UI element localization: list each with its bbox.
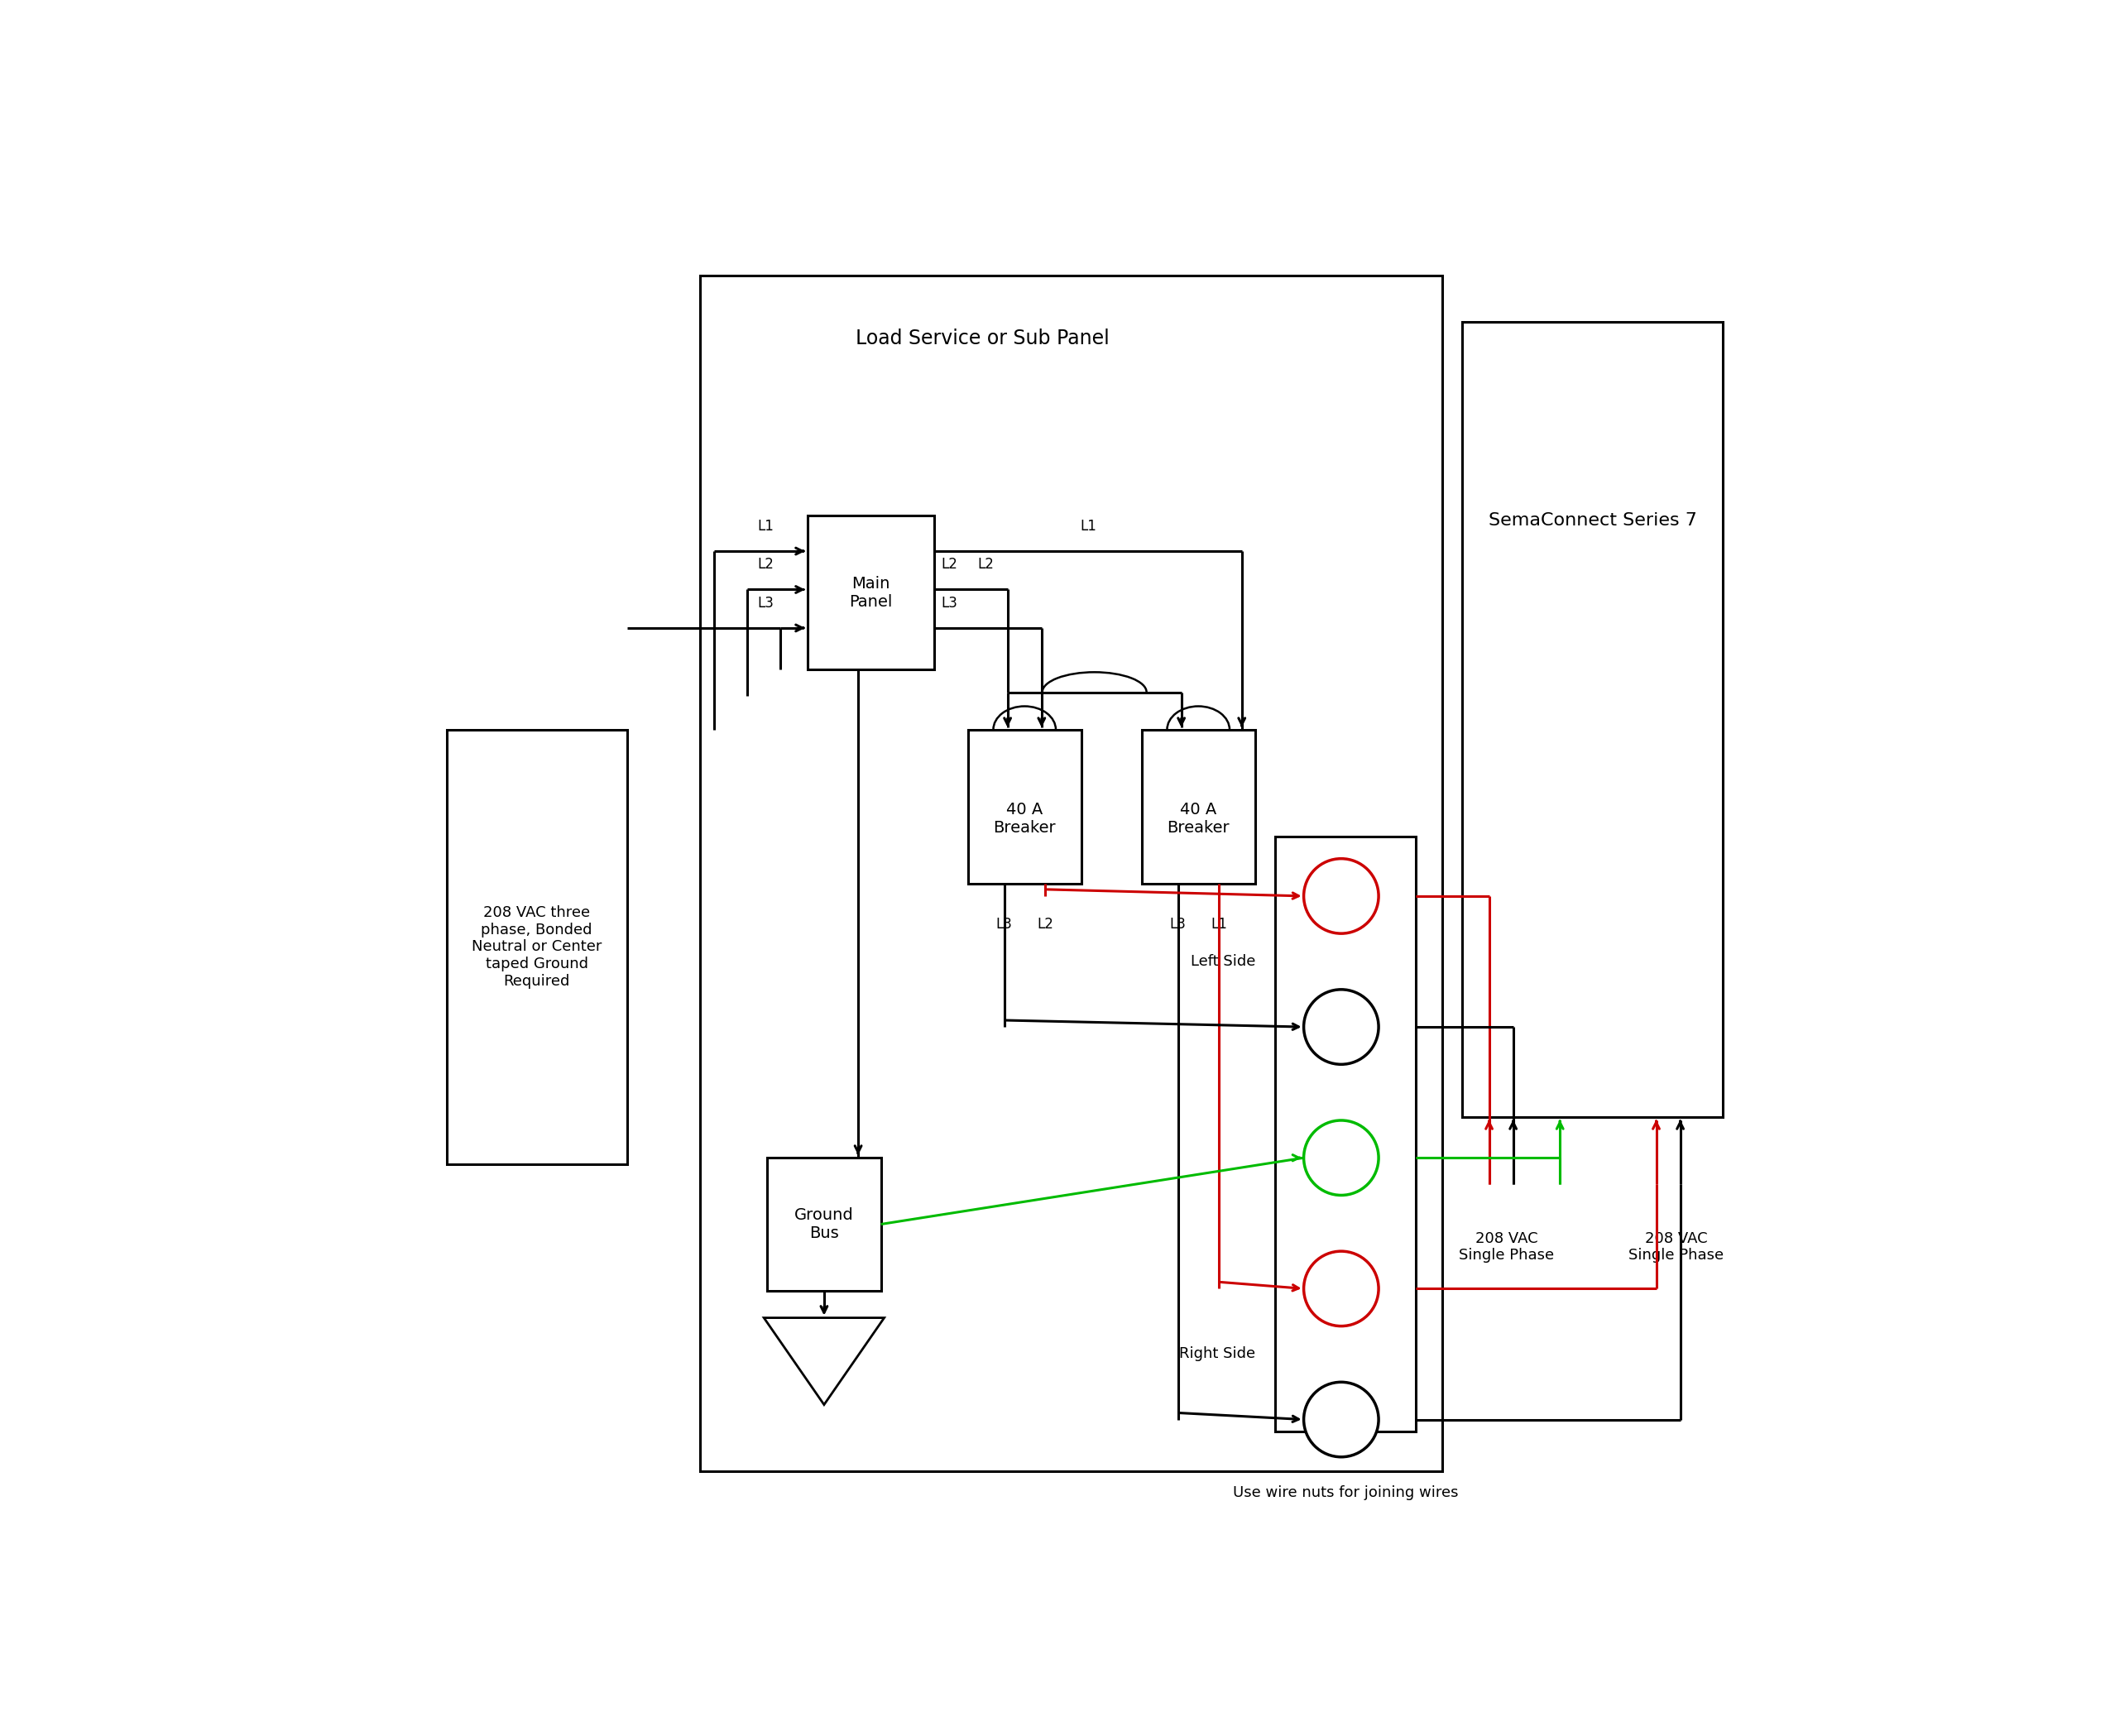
Text: Load Service or Sub Panel: Load Service or Sub Panel (855, 328, 1110, 349)
Text: Right Side: Right Side (1179, 1347, 1255, 1361)
Text: L1: L1 (757, 519, 774, 533)
Bar (1462, 321, 1724, 1118)
Text: L1: L1 (1080, 519, 1097, 533)
Text: 208 VAC
Single Phase: 208 VAC Single Phase (1458, 1231, 1555, 1264)
Circle shape (1304, 990, 1378, 1064)
Bar (1274, 837, 1416, 1432)
Circle shape (1304, 1252, 1378, 1326)
Circle shape (1304, 1382, 1378, 1457)
Text: 208 VAC three
phase, Bonded
Neutral or Center
taped Ground
Required: 208 VAC three phase, Bonded Neutral or C… (471, 904, 601, 990)
Text: 40 A
Breaker: 40 A Breaker (1167, 802, 1230, 835)
Text: Use wire nuts for joining wires: Use wire nuts for joining wires (1232, 1484, 1458, 1500)
Text: Ground
Bus: Ground Bus (793, 1207, 855, 1241)
Text: L2: L2 (977, 557, 994, 573)
Circle shape (1304, 859, 1378, 934)
Text: L2: L2 (757, 557, 774, 573)
Text: Left Side: Left Side (1190, 955, 1255, 969)
Text: L2: L2 (941, 557, 958, 573)
Text: L2: L2 (1036, 917, 1053, 932)
Text: L1: L1 (1211, 917, 1228, 932)
Text: 40 A
Breaker: 40 A Breaker (994, 802, 1055, 835)
Bar (808, 516, 935, 670)
Text: SemaConnect Series 7: SemaConnect Series 7 (1488, 512, 1696, 529)
Bar (701, 274, 1443, 1472)
Text: L3: L3 (1169, 917, 1186, 932)
Bar (1142, 729, 1255, 884)
Text: L3: L3 (757, 595, 774, 611)
Bar (968, 729, 1080, 884)
Text: Main
Panel: Main Panel (848, 576, 893, 609)
Text: 208 VAC
Single Phase: 208 VAC Single Phase (1629, 1231, 1724, 1264)
Circle shape (1304, 1120, 1378, 1194)
Text: L3: L3 (941, 595, 958, 611)
Text: L3: L3 (996, 917, 1013, 932)
Bar (447, 729, 627, 1165)
Bar (768, 1158, 880, 1292)
